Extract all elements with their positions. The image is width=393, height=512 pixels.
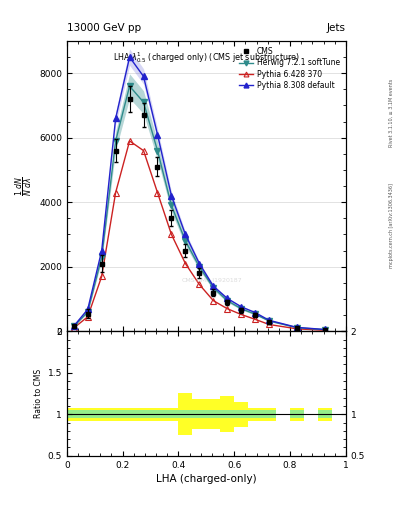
Text: 13000 GeV pp: 13000 GeV pp xyxy=(67,23,141,33)
Text: mcplots.cern.ch [arXiv:1306.3436]: mcplots.cern.ch [arXiv:1306.3436] xyxy=(389,183,393,268)
Herwig 7.2.1 softTune xyxy=(323,327,327,333)
Pythia 6.428 370 xyxy=(197,282,202,288)
Pythia 6.428 370 xyxy=(183,261,188,267)
Pythia 6.428 370 xyxy=(211,297,216,304)
Herwig 7.2.1 softTune xyxy=(253,311,257,317)
Pythia 8.308 default xyxy=(72,323,76,329)
Pythia 8.308 default xyxy=(169,193,174,199)
Pythia 6.428 370 xyxy=(323,327,327,333)
Herwig 7.2.1 softTune xyxy=(155,147,160,154)
Pythia 8.308 default xyxy=(85,306,90,312)
Herwig 7.2.1 softTune xyxy=(99,254,104,260)
Pythia 6.428 370 xyxy=(253,316,257,323)
Text: Jets: Jets xyxy=(327,23,346,33)
Pythia 8.308 default xyxy=(183,231,188,238)
Line: Pythia 6.428 370: Pythia 6.428 370 xyxy=(71,138,328,333)
X-axis label: LHA (charged-only): LHA (charged-only) xyxy=(156,474,257,484)
Pythia 6.428 370 xyxy=(267,322,272,328)
Pythia 6.428 370 xyxy=(141,147,146,154)
Pythia 6.428 370 xyxy=(127,138,132,144)
Herwig 7.2.1 softTune xyxy=(225,297,230,304)
Pythia 8.308 default xyxy=(267,317,272,324)
Pythia 8.308 default xyxy=(99,247,104,253)
Herwig 7.2.1 softTune xyxy=(183,238,188,244)
Pythia 8.308 default xyxy=(323,327,327,333)
Pythia 6.428 370 xyxy=(113,189,118,196)
Text: CMS-SMP-J1920187: CMS-SMP-J1920187 xyxy=(182,278,242,283)
Pythia 8.308 default xyxy=(211,283,216,289)
Text: LHA $\lambda^{1}_{0.5}$ (charged only) (CMS jet substructure): LHA $\lambda^{1}_{0.5}$ (charged only) (… xyxy=(113,50,300,65)
Line: Herwig 7.2.1 softTune: Herwig 7.2.1 softTune xyxy=(71,83,328,332)
Pythia 6.428 370 xyxy=(295,326,299,332)
Y-axis label: $\frac{1}{N}\frac{dN}{d\lambda}$: $\frac{1}{N}\frac{dN}{d\lambda}$ xyxy=(13,176,35,196)
Herwig 7.2.1 softTune xyxy=(113,138,118,144)
Pythia 8.308 default xyxy=(295,324,299,330)
Pythia 8.308 default xyxy=(197,261,202,267)
Herwig 7.2.1 softTune xyxy=(141,99,146,105)
Pythia 8.308 default xyxy=(225,295,230,302)
Herwig 7.2.1 softTune xyxy=(85,309,90,315)
Text: Rivet 3.1.10, ≥ 3.1M events: Rivet 3.1.10, ≥ 3.1M events xyxy=(389,78,393,147)
Pythia 8.308 default xyxy=(155,132,160,138)
Line: Pythia 8.308 default: Pythia 8.308 default xyxy=(71,54,328,332)
Pythia 6.428 370 xyxy=(155,189,160,196)
Herwig 7.2.1 softTune xyxy=(72,324,76,330)
Pythia 6.428 370 xyxy=(225,306,230,312)
Y-axis label: Ratio to CMS: Ratio to CMS xyxy=(35,369,43,418)
Herwig 7.2.1 softTune xyxy=(267,318,272,324)
Herwig 7.2.1 softTune xyxy=(239,306,244,312)
Pythia 8.308 default xyxy=(127,54,132,60)
Pythia 6.428 370 xyxy=(239,311,244,317)
Herwig 7.2.1 softTune xyxy=(211,285,216,291)
Pythia 8.308 default xyxy=(253,309,257,315)
Pythia 8.308 default xyxy=(141,73,146,79)
Pythia 6.428 370 xyxy=(99,273,104,280)
Legend: CMS, Herwig 7.2.1 softTune, Pythia 6.428 370, Pythia 8.308 default: CMS, Herwig 7.2.1 softTune, Pythia 6.428… xyxy=(236,44,343,93)
Pythia 6.428 370 xyxy=(169,231,174,238)
Herwig 7.2.1 softTune xyxy=(127,83,132,89)
Pythia 6.428 370 xyxy=(85,314,90,320)
Herwig 7.2.1 softTune xyxy=(169,202,174,208)
Herwig 7.2.1 softTune xyxy=(197,264,202,270)
Pythia 6.428 370 xyxy=(72,325,76,331)
Pythia 8.308 default xyxy=(239,304,244,310)
Pythia 8.308 default xyxy=(113,115,118,121)
Herwig 7.2.1 softTune xyxy=(295,325,299,331)
